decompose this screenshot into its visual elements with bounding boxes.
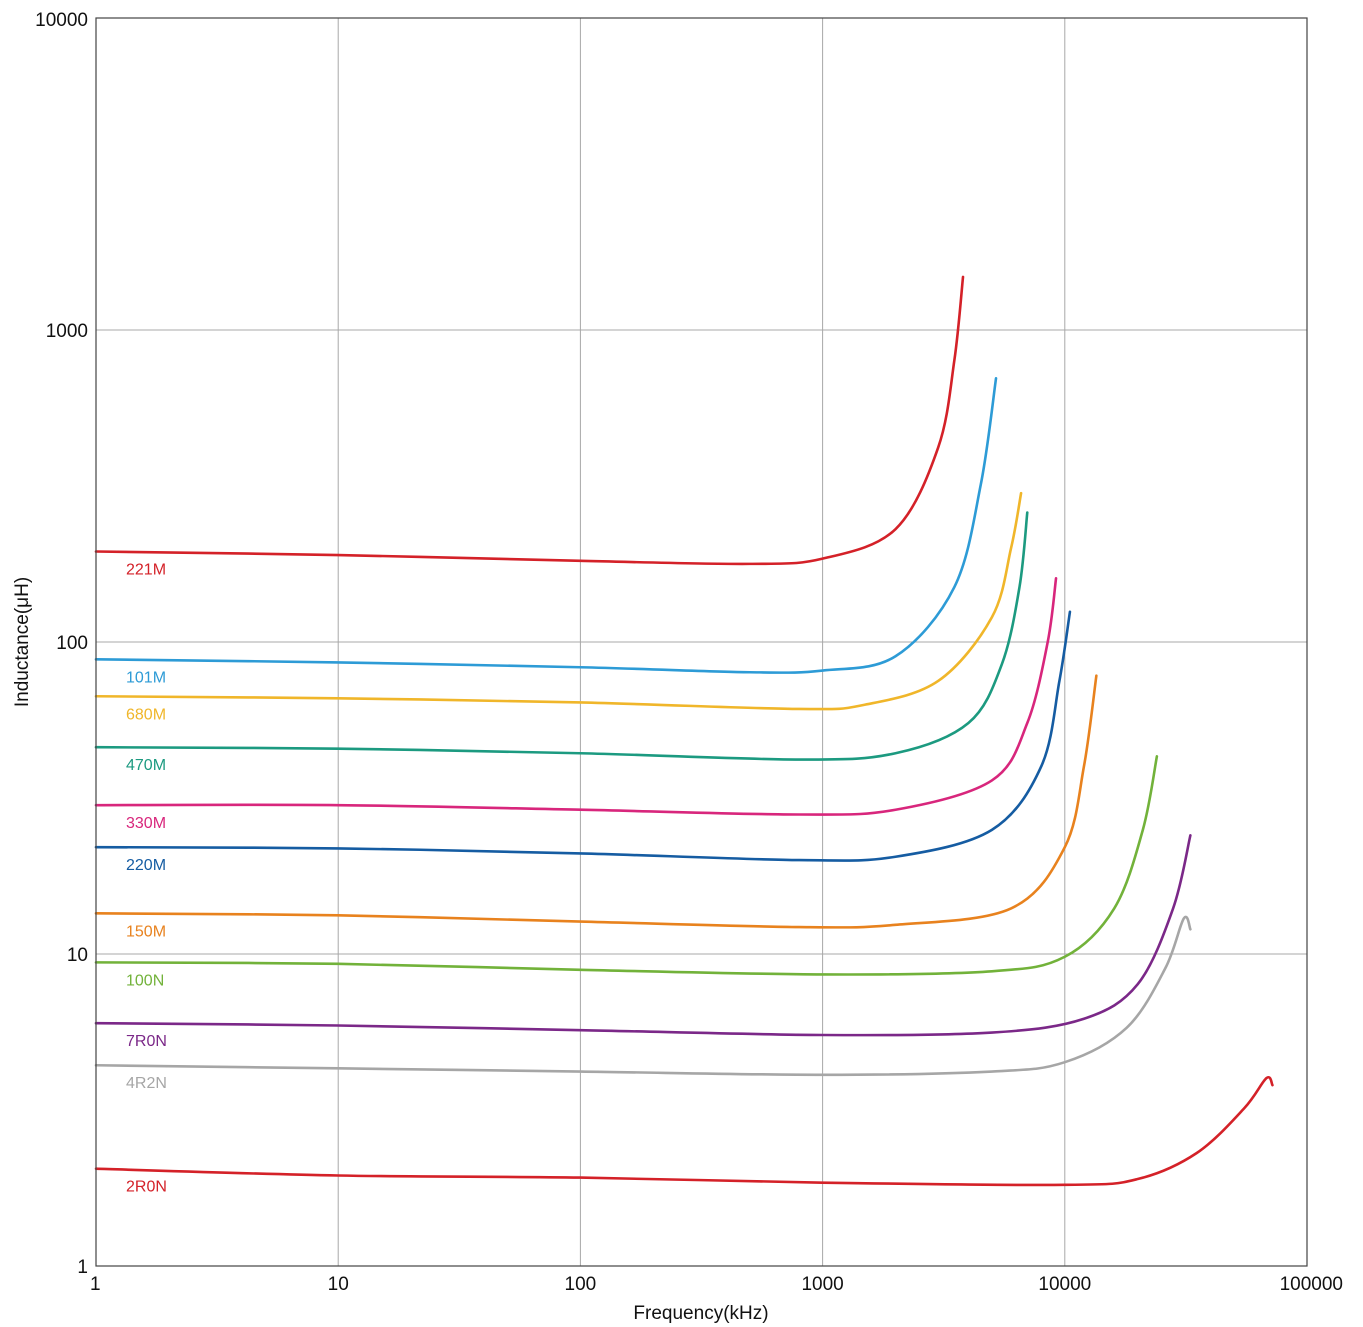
series-label-680m: 680M — [126, 706, 166, 723]
series-line-220m — [94, 610, 1072, 862]
x-tick-label: 10 — [328, 1274, 349, 1295]
grid-lines — [95, 17, 1308, 1267]
series-line-680m — [94, 491, 1023, 711]
series-label-221m: 221M — [126, 562, 166, 579]
x-tick-label: 100000 — [1280, 1274, 1343, 1295]
series-label-470m: 470M — [126, 757, 166, 774]
x-tick-label: 10000 — [1038, 1274, 1091, 1295]
series-label-220m: 220M — [126, 857, 166, 874]
series-label-100n: 100N — [126, 972, 164, 989]
series-line-330m — [94, 577, 1058, 816]
x-tick-label: 1000 — [801, 1274, 843, 1295]
x-tick-label: 100 — [565, 1274, 597, 1295]
series-label-7r0n: 7R0N — [126, 1033, 167, 1050]
plot-frame — [95, 17, 1308, 1267]
x-axis-title: Frequency(kHz) — [633, 1303, 768, 1324]
y-axis-title: Inductance(μH) — [12, 577, 33, 707]
y-tick-labels: 1 10 100 1000 10000 — [35, 10, 88, 1278]
series-line-4r2n — [94, 915, 1192, 1077]
series-label-101m: 101M — [126, 669, 166, 686]
series-line-101m — [94, 377, 998, 674]
series-line-100n — [94, 755, 1159, 976]
y-tick-label: 1000 — [46, 321, 88, 342]
series-line-221m — [94, 275, 965, 566]
data-series — [94, 275, 1274, 1187]
series-line-7r0n — [94, 834, 1192, 1037]
y-tick-label: 10 — [67, 945, 88, 966]
y-tick-label: 1 — [77, 1257, 88, 1278]
series-line-470m — [94, 511, 1029, 761]
x-tick-labels: 1 10 100 1000 10000 100000 — [90, 1274, 1343, 1295]
series-label-150m: 150M — [126, 923, 166, 940]
series-label-2r0n: 2R0N — [126, 1179, 167, 1196]
series-label-4r2n: 4R2N — [126, 1075, 167, 1092]
series-line-2r0n — [94, 1076, 1274, 1187]
series-labels: 221M 101M 680M 470M 330M 220M 150M 100N 7R0N 4R2N… — [126, 562, 167, 1196]
y-tick-label: 100 — [56, 633, 88, 654]
series-label-330m: 330M — [126, 815, 166, 832]
series-line-150m — [94, 674, 1098, 929]
y-tick-label: 10000 — [35, 10, 88, 31]
x-tick-label: 1 — [90, 1274, 101, 1295]
